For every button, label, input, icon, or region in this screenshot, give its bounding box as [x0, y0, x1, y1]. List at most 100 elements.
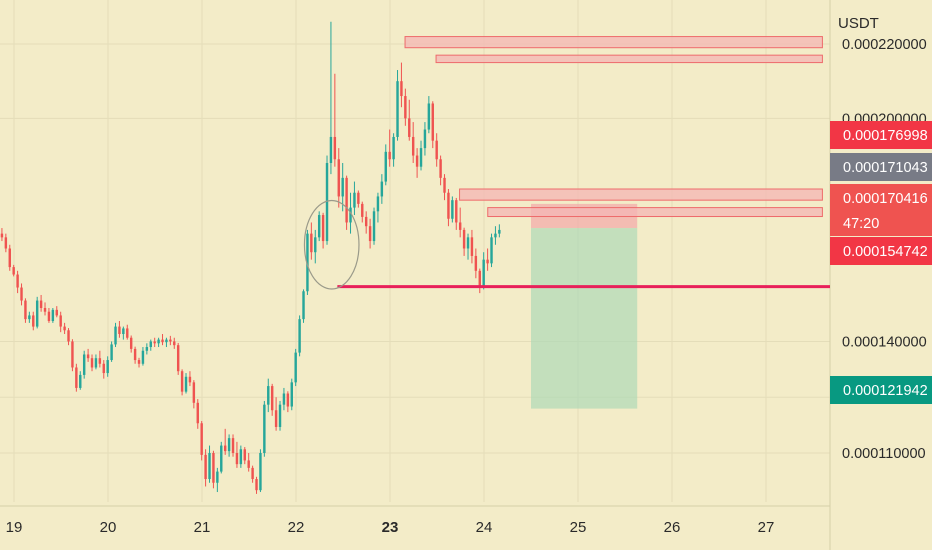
- time-axis[interactable]: 19 20 21 22 23 24 25 26 27: [6, 519, 775, 536]
- candle-body: [247, 460, 250, 468]
- candle-body: [35, 300, 39, 327]
- candle-body: [239, 449, 243, 465]
- time-axis-label: 25: [570, 519, 587, 536]
- candle-body: [28, 315, 31, 320]
- price-badge-red[interactable]: 0.000176998: [830, 121, 932, 149]
- candle-body: [490, 237, 493, 264]
- candle: [466, 233, 470, 260]
- candle: [67, 328, 70, 346]
- candle: [161, 334, 164, 346]
- candle-body: [431, 103, 434, 141]
- candle-body: [419, 148, 423, 167]
- candle-body: [176, 345, 180, 372]
- candle: [337, 148, 340, 208]
- candle-body: [8, 248, 11, 268]
- candle-body: [337, 159, 340, 197]
- candle-body: [196, 402, 199, 424]
- price-badge-bg: [830, 376, 932, 404]
- candle-body: [51, 309, 55, 322]
- candle-body: [0, 233, 4, 238]
- candle-body: [274, 410, 278, 427]
- candle: [63, 322, 66, 335]
- candle-body: [212, 453, 215, 483]
- candle-body: [302, 291, 305, 320]
- candle: [220, 441, 223, 474]
- candle: [482, 252, 485, 290]
- candle: [208, 445, 211, 483]
- price-badge-value: 0.000170416: [843, 191, 928, 207]
- candle: [39, 294, 43, 312]
- candle-body: [32, 315, 35, 327]
- candle: [310, 222, 313, 260]
- candle: [173, 337, 176, 349]
- candle: [404, 88, 407, 126]
- candle: [408, 99, 411, 141]
- candle: [200, 421, 203, 461]
- candle: [82, 350, 86, 379]
- candle-body: [455, 200, 458, 223]
- candle-body: [263, 404, 266, 453]
- candle: [110, 341, 113, 362]
- candle-body: [415, 155, 419, 167]
- candle: [380, 174, 384, 204]
- candle: [474, 248, 478, 279]
- candle-body: [114, 326, 117, 345]
- price-badge-value: 0.000176998: [843, 128, 928, 144]
- price-badge-gray[interactable]: 0.000171043: [830, 153, 932, 181]
- candle: [431, 101, 434, 149]
- candle-body: [443, 177, 446, 193]
- candle: [345, 175, 348, 230]
- candle: [286, 391, 290, 413]
- candle: [447, 189, 450, 227]
- candle-body: [216, 471, 219, 483]
- candle: [59, 311, 62, 333]
- candle: [451, 196, 454, 223]
- candle: [141, 347, 145, 366]
- candle: [423, 122, 427, 156]
- candle: [259, 449, 262, 493]
- candle: [400, 62, 403, 108]
- candle-body: [267, 386, 270, 405]
- candle-body: [376, 196, 380, 212]
- candle: [247, 453, 250, 472]
- price-badge-current[interactable]: 0.000170416 47:20: [830, 184, 932, 236]
- time-axis-label: 23: [382, 519, 399, 536]
- candle-body: [364, 216, 368, 227]
- candle-body: [4, 237, 8, 249]
- candle-body: [286, 393, 290, 407]
- candle-body: [173, 341, 176, 346]
- candle-body: [462, 229, 466, 249]
- time-axis-label: 24: [476, 519, 493, 536]
- candle: [388, 129, 391, 167]
- candle-body: [79, 374, 82, 388]
- candle: [239, 445, 243, 468]
- candle: [270, 383, 274, 416]
- price-axis[interactable]: USDT 0.0002200000.0002000000.0001400000.…: [830, 15, 932, 462]
- candle: [129, 335, 133, 353]
- candle-body: [494, 233, 497, 238]
- candle-body: [90, 358, 94, 368]
- price-badge-green[interactable]: 0.000121942: [830, 376, 932, 404]
- candle: [98, 350, 102, 368]
- candle-body: [474, 255, 478, 271]
- price-badge-bg: [830, 184, 932, 236]
- candle: [94, 354, 98, 370]
- candle-body: [270, 386, 274, 411]
- candle-body: [106, 360, 109, 374]
- candle-body: [133, 348, 137, 361]
- candle-body: [251, 467, 254, 480]
- candle-body: [75, 367, 78, 388]
- candle-body: [47, 311, 51, 322]
- candle: [392, 133, 395, 167]
- candle: [114, 322, 117, 348]
- candle: [4, 233, 8, 253]
- candle: [290, 378, 293, 411]
- candle: [415, 148, 419, 178]
- candle: [75, 363, 78, 392]
- candle-body: [294, 352, 297, 383]
- candle-body: [223, 445, 227, 452]
- candle-body: [466, 237, 470, 249]
- price-badge-red[interactable]: 0.000154742: [830, 237, 932, 265]
